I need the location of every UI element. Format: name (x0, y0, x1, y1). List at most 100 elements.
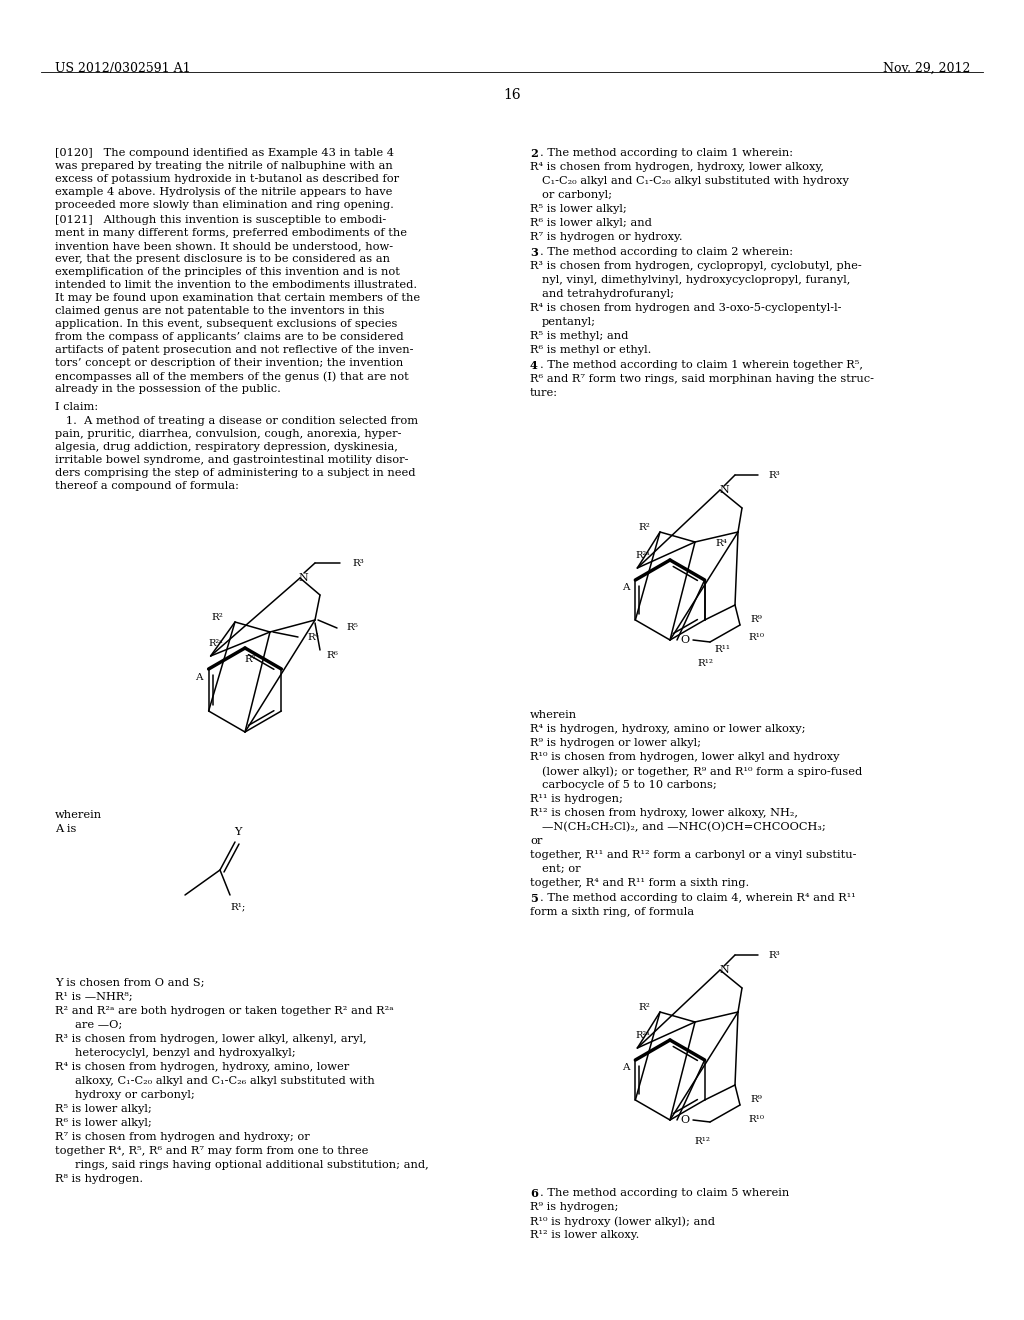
Text: R¹;: R¹; (230, 903, 246, 912)
Text: thereof a compound of formula:: thereof a compound of formula: (55, 480, 239, 491)
Text: from the compass of applicants’ claims are to be considered: from the compass of applicants’ claims a… (55, 333, 403, 342)
Text: 3: 3 (530, 247, 538, 257)
Text: 6: 6 (530, 1188, 538, 1199)
Text: 16: 16 (503, 88, 521, 102)
Text: excess of potassium hydroxide in t-butanol as described for: excess of potassium hydroxide in t-butan… (55, 174, 399, 183)
Text: and tetrahydrofuranyl;: and tetrahydrofuranyl; (542, 289, 674, 300)
Text: are —O;: are —O; (75, 1020, 122, 1030)
Text: pain, pruritic, diarrhea, convulsion, cough, anorexia, hyper-: pain, pruritic, diarrhea, convulsion, co… (55, 429, 401, 440)
Text: (lower alkyl); or together, R⁹ and R¹⁰ form a spiro-fused: (lower alkyl); or together, R⁹ and R¹⁰ f… (542, 766, 862, 776)
Text: . The method according to claim 1 wherein:: . The method according to claim 1 wherei… (540, 148, 793, 158)
Text: R²ᵃ: R²ᵃ (208, 639, 223, 648)
Text: It may be found upon examination that certain members of the: It may be found upon examination that ce… (55, 293, 420, 304)
Text: N: N (298, 573, 308, 583)
Text: R¹²: R¹² (697, 660, 713, 668)
Text: R⁷: R⁷ (244, 656, 256, 664)
Text: R²: R² (638, 523, 650, 532)
Text: exemplification of the principles of this invention and is not: exemplification of the principles of thi… (55, 267, 400, 277)
Text: N: N (719, 965, 729, 975)
Text: hydroxy or carbonyl;: hydroxy or carbonyl; (75, 1090, 195, 1100)
Text: R⁶ is methyl or ethyl.: R⁶ is methyl or ethyl. (530, 345, 651, 355)
Text: . The method according to claim 1 wherein together R⁵,: . The method according to claim 1 wherei… (540, 360, 863, 370)
Text: R²: R² (211, 612, 223, 622)
Text: O: O (680, 635, 689, 645)
Text: . The method according to claim 4, wherein R⁴ and R¹¹: . The method according to claim 4, where… (540, 894, 856, 903)
Text: R³ is chosen from hydrogen, lower alkyl, alkenyl, aryl,: R³ is chosen from hydrogen, lower alkyl,… (55, 1034, 367, 1044)
Text: R⁷ is chosen from hydrogen and hydroxy; or: R⁷ is chosen from hydrogen and hydroxy; … (55, 1133, 309, 1142)
Text: 1.  A method of treating a disease or condition selected from: 1. A method of treating a disease or con… (55, 416, 418, 426)
Text: nyl, vinyl, dimethylvinyl, hydroxycyclopropyl, furanyl,: nyl, vinyl, dimethylvinyl, hydroxycyclop… (542, 275, 850, 285)
Text: together R⁴, R⁵, R⁶ and R⁷ may form from one to three: together R⁴, R⁵, R⁶ and R⁷ may form from… (55, 1146, 369, 1156)
Text: R²: R² (638, 1002, 650, 1011)
Text: Y: Y (234, 828, 242, 837)
Text: R¹⁰: R¹⁰ (748, 1114, 764, 1123)
Text: ever, that the present disclosure is to be considered as an: ever, that the present disclosure is to … (55, 253, 390, 264)
Text: ture:: ture: (530, 388, 558, 399)
Text: irritable bowel syndrome, and gastrointestinal motility disor-: irritable bowel syndrome, and gastrointe… (55, 455, 409, 465)
Text: A is: A is (55, 824, 77, 834)
Text: R⁴ is chosen from hydrogen, hydroxy, lower alkoxy,: R⁴ is chosen from hydrogen, hydroxy, low… (530, 162, 824, 172)
Text: R¹⁰ is hydroxy (lower alkyl); and: R¹⁰ is hydroxy (lower alkyl); and (530, 1216, 715, 1226)
Text: already in the possession of the public.: already in the possession of the public. (55, 384, 281, 393)
Text: encompasses all of the members of the genus (I) that are not: encompasses all of the members of the ge… (55, 371, 409, 381)
Text: R²ᵃ: R²ᵃ (635, 1031, 650, 1040)
Text: R³ is chosen from hydrogen, cyclopropyl, cyclobutyl, phe-: R³ is chosen from hydrogen, cyclopropyl,… (530, 261, 862, 271)
Text: ment in many different forms, preferred embodiments of the: ment in many different forms, preferred … (55, 228, 407, 238)
Text: heterocyclyl, benzyl and hydroxyalkyl;: heterocyclyl, benzyl and hydroxyalkyl; (75, 1048, 296, 1059)
Text: R³: R³ (768, 470, 780, 479)
Text: algesia, drug addiction, respiratory depression, dyskinesia,: algesia, drug addiction, respiratory dep… (55, 442, 398, 451)
Text: rings, said rings having optional additional substitution; and,: rings, said rings having optional additi… (75, 1160, 429, 1170)
Text: R⁶ is lower alkyl; and: R⁶ is lower alkyl; and (530, 218, 652, 228)
Text: example 4 above. Hydrolysis of the nitrile appears to have: example 4 above. Hydrolysis of the nitri… (55, 187, 392, 197)
Text: R⁴ is chosen from hydrogen and 3-oxo-5-cyclopentyl-l-: R⁴ is chosen from hydrogen and 3-oxo-5-c… (530, 304, 842, 313)
Text: R⁹ is hydrogen;: R⁹ is hydrogen; (530, 1203, 618, 1212)
Text: C₁-C₂₀ alkyl and C₁-C₂₀ alkyl substituted with hydroxy: C₁-C₂₀ alkyl and C₁-C₂₀ alkyl substitute… (542, 176, 849, 186)
Text: together, R¹¹ and R¹² form a carbonyl or a vinyl substitu-: together, R¹¹ and R¹² form a carbonyl or… (530, 850, 856, 861)
Text: R³: R³ (768, 950, 780, 960)
Text: form a sixth ring, of formula: form a sixth ring, of formula (530, 907, 694, 917)
Text: R⁵ is methyl; and: R⁵ is methyl; and (530, 331, 629, 341)
Text: ent; or: ent; or (542, 865, 581, 874)
Text: . The method according to claim 2 wherein:: . The method according to claim 2 wherei… (540, 247, 793, 257)
Text: R⁶: R⁶ (326, 651, 338, 660)
Text: or: or (530, 836, 543, 846)
Text: R¹¹ is hydrogen;: R¹¹ is hydrogen; (530, 795, 623, 804)
Text: A: A (195, 672, 203, 681)
Text: A: A (622, 583, 629, 593)
Text: R² and R²ᵃ are both hydrogen or taken together R² and R²ᵃ: R² and R²ᵃ are both hydrogen or taken to… (55, 1006, 393, 1016)
Text: artifacts of patent prosecution and not reflective of the inven-: artifacts of patent prosecution and not … (55, 345, 414, 355)
Text: R¹⁰: R¹⁰ (748, 632, 764, 642)
Text: alkoxy, C₁-C₂₀ alkyl and C₁-C₂₆ alkyl substituted with: alkoxy, C₁-C₂₀ alkyl and C₁-C₂₆ alkyl su… (75, 1076, 375, 1086)
Text: [0120]   The compound identified as Example 43 in table 4: [0120] The compound identified as Exampl… (55, 148, 394, 158)
Text: A: A (622, 1064, 629, 1072)
Text: R¹² is lower alkoxy.: R¹² is lower alkoxy. (530, 1230, 639, 1239)
Text: claimed genus are not patentable to the inventors in this: claimed genus are not patentable to the … (55, 306, 384, 315)
Text: O: O (680, 1115, 689, 1125)
Text: carbocycle of 5 to 10 carbons;: carbocycle of 5 to 10 carbons; (542, 780, 717, 789)
Text: Y is chosen from O and S;: Y is chosen from O and S; (55, 978, 205, 987)
Text: R¹² is chosen from hydroxy, lower alkoxy, NH₂,: R¹² is chosen from hydroxy, lower alkoxy… (530, 808, 798, 818)
Text: R⁴: R⁴ (307, 632, 318, 642)
Text: R⁶ is lower alkyl;: R⁶ is lower alkyl; (55, 1118, 152, 1129)
Text: 4: 4 (530, 360, 538, 371)
Text: R¹⁰ is chosen from hydrogen, lower alkyl and hydroxy: R¹⁰ is chosen from hydrogen, lower alkyl… (530, 752, 840, 762)
Text: US 2012/0302591 A1: US 2012/0302591 A1 (55, 62, 190, 75)
Text: R⁷ is hydrogen or hydroxy.: R⁷ is hydrogen or hydroxy. (530, 232, 683, 242)
Text: R¹¹: R¹¹ (714, 645, 730, 655)
Text: or carbonyl;: or carbonyl; (542, 190, 612, 201)
Text: 2: 2 (530, 148, 538, 158)
Text: R⁴ is chosen from hydrogen, hydroxy, amino, lower: R⁴ is chosen from hydrogen, hydroxy, ami… (55, 1063, 349, 1072)
Text: . The method according to claim 5 wherein: . The method according to claim 5 wherei… (540, 1188, 790, 1199)
Text: wherein: wherein (55, 810, 102, 820)
Text: application. In this event, subsequent exclusions of species: application. In this event, subsequent e… (55, 319, 397, 329)
Text: R⁴: R⁴ (715, 540, 727, 549)
Text: I claim:: I claim: (55, 403, 98, 412)
Text: Nov. 29, 2012: Nov. 29, 2012 (883, 62, 970, 75)
Text: R¹ is —NHR⁸;: R¹ is —NHR⁸; (55, 993, 133, 1002)
Text: ders comprising the step of administering to a subject in need: ders comprising the step of administerin… (55, 469, 416, 478)
Text: R⁵ is lower alkyl;: R⁵ is lower alkyl; (530, 205, 627, 214)
Text: R⁵ is lower alkyl;: R⁵ is lower alkyl; (55, 1104, 152, 1114)
Text: R⁶ and R⁷ form two rings, said morphinan having the struc-: R⁶ and R⁷ form two rings, said morphinan… (530, 374, 874, 384)
Text: R³: R³ (352, 558, 364, 568)
Text: together, R⁴ and R¹¹ form a sixth ring.: together, R⁴ and R¹¹ form a sixth ring. (530, 878, 750, 888)
